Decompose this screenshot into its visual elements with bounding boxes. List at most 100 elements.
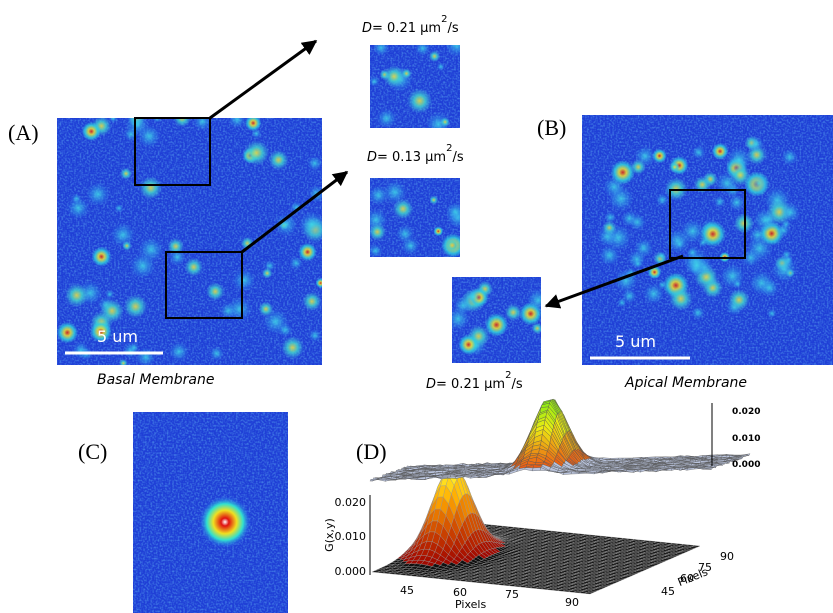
spot	[105, 290, 114, 299]
y-tick-label: 45	[661, 585, 675, 598]
spot	[383, 66, 405, 88]
micrograph	[369, 34, 468, 136]
spot	[777, 223, 791, 237]
spot	[119, 359, 128, 368]
spot	[669, 287, 693, 311]
spot	[92, 247, 112, 267]
spot	[124, 295, 148, 319]
panel-label: (B)	[537, 115, 566, 140]
spot	[458, 334, 479, 355]
value: = 0.13 µm	[377, 150, 446, 165]
spot	[373, 40, 389, 56]
inset-tick-label: 0.010	[732, 434, 760, 444]
spot	[429, 196, 438, 205]
spot	[407, 88, 432, 113]
spot	[125, 113, 149, 137]
inset-tick-label: 0.000	[732, 460, 760, 470]
micrograph	[447, 277, 550, 363]
spot	[728, 194, 745, 211]
spot	[445, 34, 468, 57]
diffusion-label: D= 0.21 µm2/s	[426, 370, 523, 392]
panel-label: (D)	[356, 439, 387, 464]
spot	[199, 496, 251, 548]
spot	[782, 149, 798, 165]
surface-cell	[579, 472, 588, 473]
spot	[258, 302, 273, 317]
surface-cell	[409, 479, 418, 480]
spot	[440, 117, 450, 127]
spot	[749, 174, 769, 194]
spot	[369, 223, 386, 240]
micrograph	[133, 412, 288, 613]
spot	[67, 197, 89, 219]
spot	[466, 289, 481, 304]
spot	[734, 213, 754, 233]
spot	[402, 237, 420, 255]
unit: /s	[511, 377, 522, 392]
z-tick-label: 0.020	[335, 496, 367, 509]
spot	[185, 258, 203, 276]
spot	[446, 202, 465, 221]
spot	[244, 140, 269, 165]
spot	[712, 143, 729, 160]
micrograph	[582, 115, 833, 365]
spot	[617, 298, 626, 307]
unit: /s	[447, 21, 458, 36]
spot	[527, 289, 550, 312]
spot	[631, 159, 646, 174]
spot	[733, 279, 742, 288]
symbol: D	[367, 150, 377, 165]
spot	[611, 160, 636, 185]
spot	[290, 257, 303, 270]
spot	[316, 278, 326, 288]
spot	[771, 256, 797, 282]
inset-tick-label: 0.020	[732, 407, 760, 417]
spot	[302, 292, 321, 311]
spot	[100, 299, 123, 322]
spot	[122, 241, 132, 251]
spot	[675, 240, 684, 249]
spot	[669, 162, 680, 173]
surface-cell	[440, 477, 449, 478]
spot	[445, 238, 460, 253]
spot	[206, 282, 224, 300]
value: = 0.21 µm	[436, 377, 505, 392]
z-tick-label: 0.000	[335, 565, 367, 578]
spot	[309, 329, 321, 341]
spot	[383, 181, 407, 205]
spot	[598, 227, 618, 247]
spot	[780, 202, 800, 222]
spot	[65, 283, 89, 307]
z-axis-label: G(x,y)	[323, 518, 336, 552]
spot	[369, 244, 382, 257]
symbol: D	[426, 377, 436, 392]
surface-cell	[378, 479, 387, 481]
spot	[629, 214, 646, 231]
spot	[281, 336, 304, 359]
caption: Basal Membrane	[97, 372, 214, 388]
spot	[299, 211, 325, 237]
spot	[73, 342, 90, 359]
spot	[692, 146, 706, 160]
surface-cell	[370, 479, 379, 481]
spot	[169, 342, 188, 361]
caption: Apical Membrane	[624, 375, 747, 391]
spot	[120, 168, 132, 180]
spot	[57, 322, 78, 343]
spot	[433, 226, 443, 236]
figure: 5 um 5 um (A) (B) (C) (D) D= 0.21 µm2/s …	[0, 0, 833, 613]
spot	[447, 307, 470, 330]
scale-bar-label: 5 um	[97, 327, 138, 346]
spot	[657, 252, 666, 261]
y-tick-label: 90	[720, 550, 734, 563]
x-axis-label: Pixels	[455, 598, 486, 611]
surface-cell	[586, 472, 595, 474]
spot	[228, 111, 245, 128]
surface-cell	[525, 468, 534, 471]
spot	[82, 122, 101, 141]
spot	[782, 250, 792, 260]
spot	[437, 63, 445, 71]
spot	[760, 278, 779, 297]
unit: /s	[452, 150, 463, 165]
spot	[532, 323, 543, 334]
